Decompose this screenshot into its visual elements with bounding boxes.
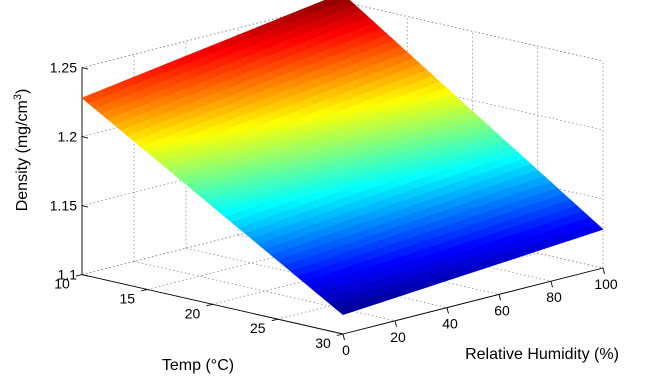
grid-line [341, 1, 604, 62]
x-tick-label: 40 [442, 316, 458, 332]
z-axis-label: Density (mg/cm3) [12, 89, 31, 212]
z-tick-label: 1.2 [58, 129, 78, 145]
y-tick [206, 303, 213, 307]
y-tick-label: 10 [54, 276, 70, 292]
y-tick [141, 289, 148, 292]
y-tick-label: 30 [315, 335, 331, 351]
x-tick [550, 281, 553, 288]
x-tick [446, 307, 449, 314]
x-tick [602, 267, 605, 275]
x-tick-label: 100 [594, 276, 618, 292]
surface-patch [589, 223, 604, 232]
x-axis-label: Relative Humidity (%) [465, 346, 619, 363]
x-tick-label: 80 [546, 289, 562, 305]
z-axis-label-close: ) [14, 89, 31, 94]
grid-line [133, 261, 396, 322]
z-axis-label-superscript: 3 [12, 94, 24, 100]
x-tick [342, 333, 345, 341]
grid-line [81, 1, 343, 68]
grid-line [81, 208, 343, 275]
grid-line [147, 223, 408, 290]
z-axis-label-base: Density (mg/cm [14, 100, 31, 211]
z-tick [81, 274, 89, 277]
z-tick [81, 205, 89, 208]
grid-line [212, 237, 473, 305]
x-axis-line [342, 267, 604, 335]
y-tick-label: 20 [185, 305, 201, 321]
grid-line [81, 139, 343, 206]
z-tick [81, 136, 89, 139]
z-tick-label: 1.25 [50, 60, 77, 76]
y-tick-label: 15 [119, 290, 135, 306]
y-tick [271, 318, 278, 322]
y-tick [75, 274, 83, 277]
x-tick [498, 294, 501, 301]
y-tick-label: 25 [250, 320, 266, 336]
x-tick-label: 0 [342, 342, 350, 358]
y-axis-label: Temp (°C) [162, 357, 234, 374]
tick-layer: 0 20 40 60 80 100 10 15 20 25 30 1.1 1.15 1.2 1.25 [50, 60, 618, 358]
x-tick [394, 320, 397, 327]
x-tick-label: 20 [390, 329, 406, 345]
x-tick-label: 60 [494, 302, 510, 318]
z-tick-label: 1.15 [50, 198, 77, 214]
grid-line [277, 252, 538, 320]
y-tick [336, 333, 344, 336]
grid-line [185, 247, 448, 308]
z-tick [81, 67, 89, 70]
surface-layer [81, 0, 604, 316]
z-tick-label: 1.1 [58, 267, 78, 283]
